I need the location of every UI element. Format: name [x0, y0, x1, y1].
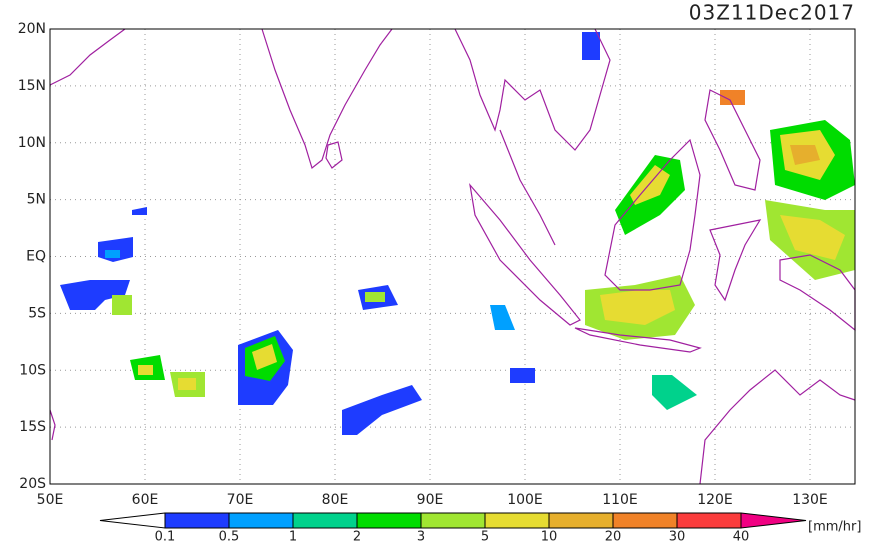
- colorbar-label: 30: [669, 530, 686, 544]
- lat-label: 20S: [19, 476, 46, 492]
- lon-label: 50E: [37, 492, 64, 508]
- colorbar-box: [356, 512, 422, 529]
- lon-label: 130E: [792, 492, 828, 508]
- colorbar-box: [548, 512, 614, 529]
- colorbar-end: [99, 512, 166, 529]
- lat-label: 10N: [18, 135, 46, 151]
- colorbar-box: [420, 512, 486, 529]
- colorbar-label: 3: [417, 530, 425, 544]
- colorbar-label: 0.1: [155, 530, 176, 544]
- lat-label: 20N: [18, 21, 46, 37]
- lat-label: 5S: [28, 305, 46, 321]
- lon-label: 100E: [507, 492, 543, 508]
- colorbar-box: [292, 512, 358, 529]
- lat-label: 15S: [19, 419, 46, 435]
- precipitation: [60, 32, 855, 435]
- colorbar-label: 5: [481, 530, 489, 544]
- lon-label: 70E: [227, 492, 254, 508]
- lon-label: 110E: [602, 492, 638, 508]
- map-title: 03Z11Dec2017: [689, 1, 855, 25]
- colorbar-box: [484, 512, 550, 529]
- colorbar-end: [740, 512, 807, 529]
- colorbar-label: 10: [541, 530, 558, 544]
- colorbar-unit: [mm/hr]: [808, 520, 861, 535]
- lat-label: EQ: [26, 249, 46, 265]
- lat-label: 15N: [18, 78, 46, 94]
- colorbar-label: 0.5: [219, 530, 240, 544]
- colorbar-label: 20: [605, 530, 622, 544]
- colorbar-label: 40: [733, 530, 750, 544]
- colorbar-label: 2: [353, 530, 361, 544]
- colorbar-box: [228, 512, 294, 529]
- lat-label: 5N: [27, 192, 46, 208]
- lat-label: 10S: [19, 362, 46, 378]
- colorbar-box: [676, 512, 742, 529]
- colorbar-label: 1: [289, 530, 297, 544]
- colorbar-box: [164, 512, 230, 529]
- map-frame: [49, 28, 856, 485]
- lon-label: 60E: [132, 492, 159, 508]
- colorbar-box: [612, 512, 678, 529]
- lon-label: 90E: [417, 492, 444, 508]
- lon-label: 80E: [322, 492, 349, 508]
- lon-label: 120E: [697, 492, 733, 508]
